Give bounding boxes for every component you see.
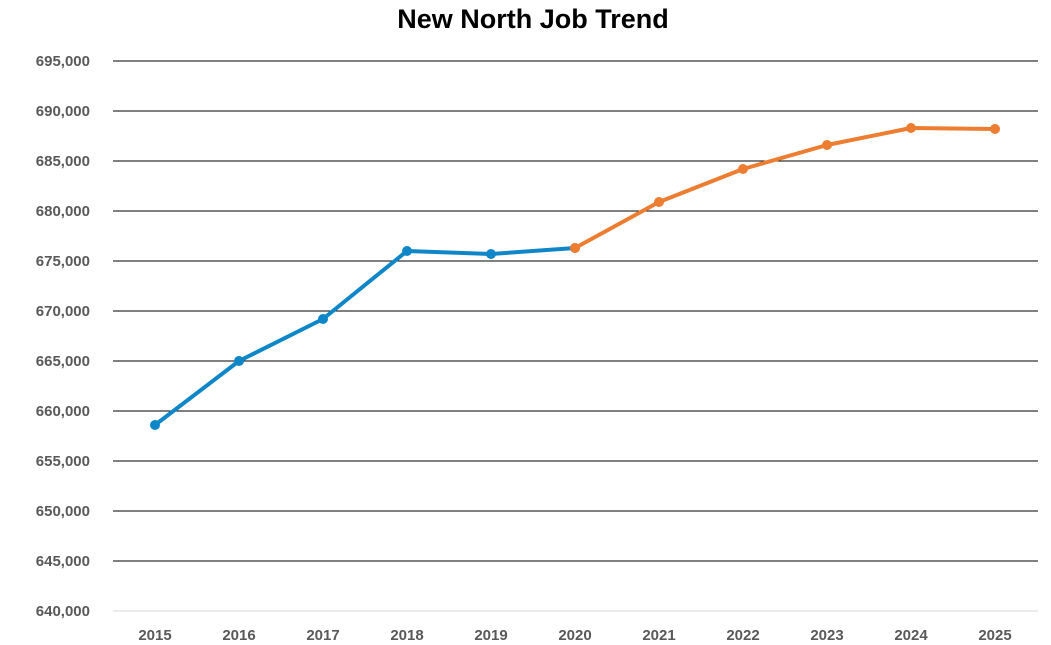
x-tick-label: 2021	[642, 627, 675, 644]
x-tick-label: 2015	[138, 627, 171, 644]
data-point	[738, 164, 748, 174]
data-point	[654, 197, 664, 207]
x-tick-label: 2020	[558, 627, 591, 644]
gridlines	[113, 60, 1038, 612]
y-tick-label: 680,000	[36, 203, 90, 220]
x-tick-label: 2023	[810, 627, 843, 644]
y-tick-label: 665,000	[36, 353, 90, 370]
y-tick-label: 685,000	[36, 153, 90, 170]
series-line	[153, 246, 577, 427]
series-line	[573, 126, 997, 250]
data-point	[822, 140, 832, 150]
data-point	[990, 124, 1000, 134]
y-tick-label: 695,000	[36, 53, 90, 70]
data-point	[318, 314, 328, 324]
data-point	[906, 123, 916, 133]
series-2	[570, 123, 1000, 253]
data-point	[402, 246, 412, 256]
x-tick-label: 2016	[222, 627, 255, 644]
x-tick-label: 2019	[474, 627, 507, 644]
y-tick-label: 645,000	[36, 553, 90, 570]
x-tick-label: 2022	[726, 627, 759, 644]
x-tick-label: 2018	[390, 627, 423, 644]
data-point	[570, 243, 580, 253]
x-tick-label: 2017	[306, 627, 339, 644]
y-tick-label: 660,000	[36, 403, 90, 420]
y-tick-label: 640,000	[36, 603, 90, 620]
x-axis-labels: 2015 2016 2017 2018 2019 2020 2021 2022 2023 2024…	[138, 627, 1011, 644]
y-axis-labels: 640,000 645,000 650,000 655,000 660,000 665,0…	[36, 53, 90, 620]
y-tick-label: 655,000	[36, 453, 90, 470]
chart-title: New North Job Trend	[397, 4, 669, 34]
x-tick-label: 2025	[978, 627, 1011, 644]
x-tick-label: 2024	[894, 627, 928, 644]
series-1	[150, 243, 580, 430]
data-point	[234, 356, 244, 366]
series-group	[150, 123, 1000, 430]
y-tick-label: 670,000	[36, 303, 90, 320]
y-tick-label: 650,000	[36, 503, 90, 520]
data-point	[486, 249, 496, 259]
y-tick-label: 690,000	[36, 103, 90, 120]
y-tick-label: 675,000	[36, 253, 90, 270]
data-point	[150, 420, 160, 430]
